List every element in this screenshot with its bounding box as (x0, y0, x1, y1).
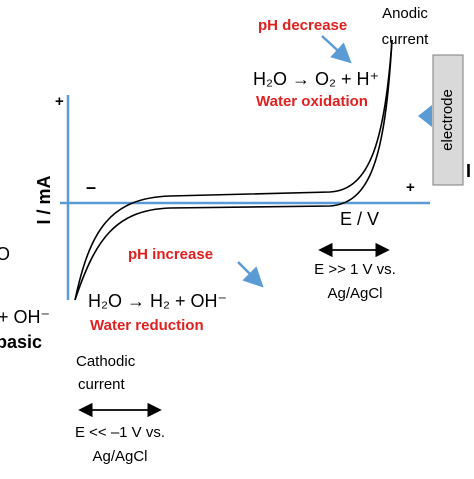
cut-text: I (466, 161, 471, 181)
range-label: E << –1 V vs. (75, 424, 165, 441)
ph-increase: pH increase (128, 246, 213, 263)
process: Water oxidation (256, 93, 368, 110)
arrow (237, 261, 264, 288)
anodic-label: current (382, 31, 430, 48)
forward-curve (74, 39, 393, 301)
y-plus: + (55, 93, 64, 110)
range-label: Ag/AgCl (327, 285, 382, 302)
cathodic-label: Cathodic (76, 353, 136, 370)
cathodic-label: current (78, 376, 126, 393)
reaction: H₂O → O₂ + H⁺ (253, 69, 379, 89)
reaction: H₂O → H₂ + OH⁻ (88, 291, 227, 311)
cut-text: O (0, 244, 10, 264)
x-label: E / V (340, 209, 379, 229)
cut-text: basic (0, 332, 42, 352)
electrode-box (432, 54, 464, 186)
ph-decrease: pH decrease (258, 17, 347, 34)
x-minus: – (86, 177, 96, 197)
reverse-curve (74, 39, 393, 301)
y-label: I / mA (34, 175, 54, 224)
range-label: E >> 1 V vs. (314, 261, 396, 278)
x-plus: + (406, 179, 415, 196)
electrode-pointer (418, 105, 432, 127)
cut-text: + OH⁻ (0, 307, 50, 327)
electrode-label: electrode (439, 89, 456, 151)
anodic-label: Anodic (382, 5, 428, 22)
process: Water reduction (90, 317, 204, 334)
arrow (321, 35, 352, 64)
range-label: Ag/AgCl (92, 448, 147, 465)
